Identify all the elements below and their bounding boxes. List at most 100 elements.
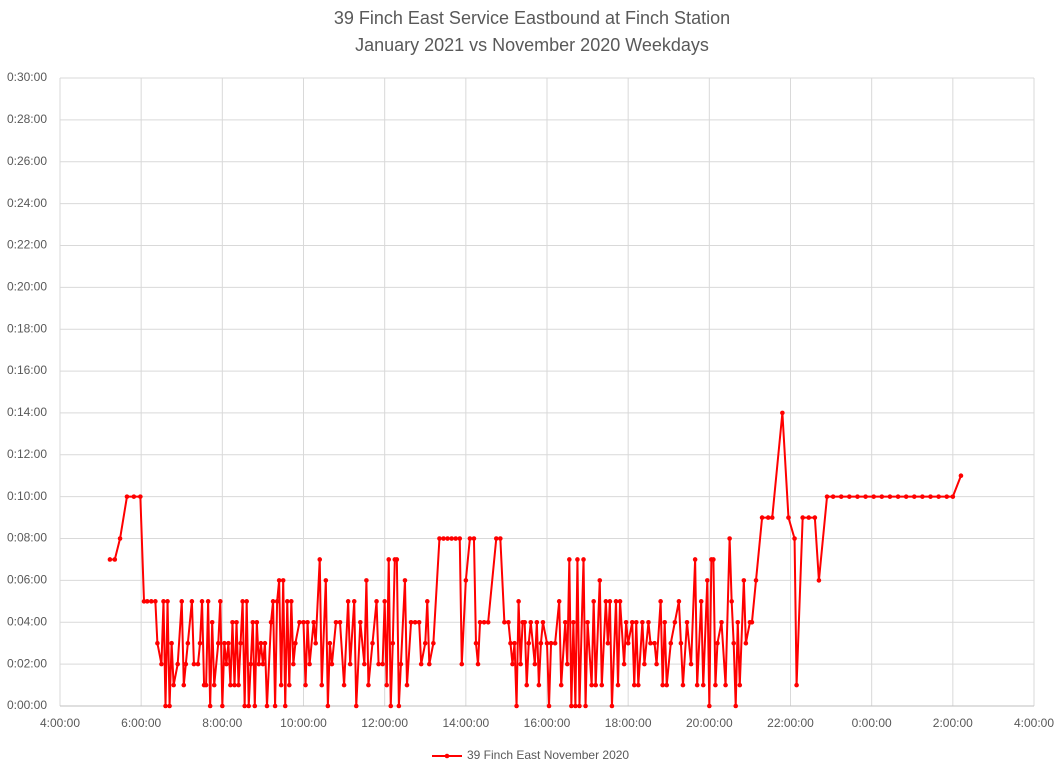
data-point xyxy=(305,619,310,625)
data-point xyxy=(390,640,396,646)
data-point xyxy=(664,682,670,688)
data-point xyxy=(510,661,515,667)
data-point xyxy=(660,682,665,688)
data-point xyxy=(506,619,511,625)
data-point xyxy=(427,661,432,667)
data-point xyxy=(895,494,901,499)
x-tick-label: 0:00:00 xyxy=(852,716,892,730)
y-tick-label: 0:12:00 xyxy=(7,447,47,461)
data-point xyxy=(384,682,389,688)
legend-marker xyxy=(444,753,450,759)
data-point xyxy=(569,703,574,709)
y-tick-label: 0:20:00 xyxy=(7,280,47,294)
data-point xyxy=(540,619,546,625)
data-point xyxy=(729,599,734,604)
data-point xyxy=(307,661,312,667)
data-point xyxy=(222,640,227,646)
data-point xyxy=(631,682,637,688)
x-tick-label: 20:00:00 xyxy=(686,716,733,730)
data-point xyxy=(333,619,339,625)
data-point xyxy=(412,619,418,625)
data-point xyxy=(903,494,909,499)
data-point xyxy=(282,703,288,709)
x-tick-label: 10:00:00 xyxy=(280,716,327,730)
data-point xyxy=(313,640,318,646)
data-point xyxy=(609,703,615,709)
data-point xyxy=(605,640,611,646)
y-tick-label: 0:16:00 xyxy=(7,363,47,377)
data-point xyxy=(475,661,481,667)
data-point xyxy=(694,682,700,688)
data-point xyxy=(498,536,503,541)
data-point xyxy=(958,473,964,479)
data-point xyxy=(374,599,379,604)
data-point xyxy=(792,536,797,541)
data-point xyxy=(424,599,430,604)
data-point xyxy=(226,640,231,646)
data-point xyxy=(684,619,690,625)
data-point xyxy=(155,640,160,646)
data-point xyxy=(625,640,631,646)
data-point xyxy=(715,640,720,646)
data-point xyxy=(812,515,818,520)
data-point xyxy=(441,536,446,541)
data-point xyxy=(737,682,743,688)
data-point xyxy=(234,619,239,625)
data-point xyxy=(564,661,570,667)
y-tick-label: 0:06:00 xyxy=(7,573,47,587)
data-point xyxy=(218,599,223,604)
data-point xyxy=(268,619,274,625)
data-point xyxy=(623,619,629,625)
data-point xyxy=(205,599,211,604)
data-point xyxy=(534,619,540,625)
data-point xyxy=(457,536,463,541)
data-point xyxy=(317,557,323,562)
data-point xyxy=(473,640,479,646)
data-point xyxy=(149,599,154,604)
data-point xyxy=(242,703,247,709)
data-point xyxy=(524,682,530,688)
data-point xyxy=(672,619,678,625)
data-point xyxy=(654,661,659,667)
data-point xyxy=(713,682,718,688)
x-tick-label: 12:00:00 xyxy=(361,716,408,730)
data-point xyxy=(278,682,284,688)
data-point xyxy=(386,557,392,562)
data-point xyxy=(698,599,704,604)
data-point xyxy=(404,682,410,688)
data-point xyxy=(546,703,552,709)
data-point xyxy=(325,703,331,709)
data-point xyxy=(558,682,564,688)
data-point xyxy=(459,661,465,667)
data-point xyxy=(538,640,544,646)
data-point xyxy=(297,619,302,625)
data-point xyxy=(879,494,885,499)
data-point xyxy=(272,703,278,709)
data-point xyxy=(794,682,799,688)
data-point xyxy=(169,640,174,646)
data-point xyxy=(944,494,950,499)
y-tick-label: 0:28:00 xyxy=(7,112,47,126)
data-point xyxy=(707,703,712,709)
data-point xyxy=(816,578,822,583)
data-point xyxy=(532,661,538,667)
data-point xyxy=(240,599,245,604)
data-point xyxy=(633,619,639,625)
data-point xyxy=(688,661,694,667)
data-point xyxy=(388,703,394,709)
data-point xyxy=(138,494,143,499)
y-tick-label: 0:30:00 xyxy=(7,70,47,84)
data-point xyxy=(238,640,243,646)
data-point xyxy=(301,619,306,625)
y-tick-label: 0:04:00 xyxy=(7,614,47,628)
data-point xyxy=(203,682,209,688)
data-point xyxy=(260,661,266,667)
data-point xyxy=(522,619,527,625)
data-point xyxy=(323,578,329,583)
data-point xyxy=(585,619,590,625)
data-point xyxy=(248,661,254,667)
data-point xyxy=(167,703,172,709)
data-point xyxy=(437,536,442,541)
data-point xyxy=(658,599,663,604)
